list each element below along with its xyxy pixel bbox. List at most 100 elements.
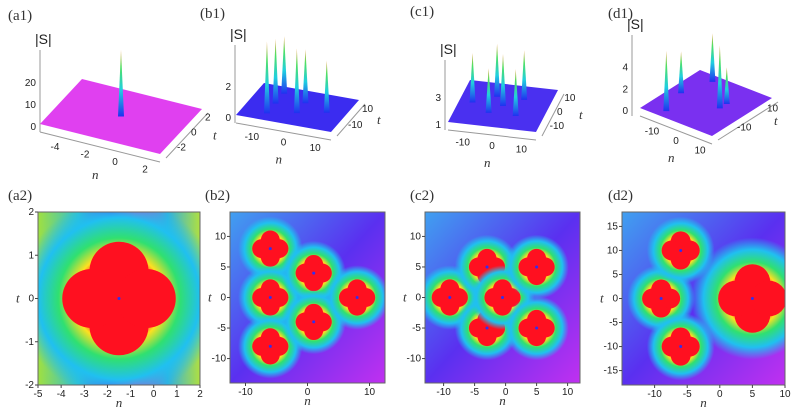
n-tick-label: 2 bbox=[142, 164, 148, 175]
lump-lobe bbox=[501, 288, 521, 307]
lump-center bbox=[268, 344, 272, 348]
z-axis-label: |S| bbox=[440, 41, 457, 57]
t-tick-label: -10 bbox=[604, 342, 619, 353]
lump-center bbox=[117, 297, 121, 300]
lump-lobe bbox=[269, 288, 289, 307]
lump-lobe bbox=[356, 288, 376, 307]
n-axis-label: n bbox=[499, 393, 506, 407]
n-axis-label: n bbox=[700, 395, 707, 407]
n-tick-label: 0 bbox=[112, 157, 118, 168]
panel-b2: (b2) -10 0 10 -10 -5 0 5 10 n t bbox=[205, 188, 386, 407]
panel-label: (b1) bbox=[200, 6, 225, 22]
n-axis-label: n bbox=[92, 167, 99, 182]
lump-center bbox=[679, 248, 683, 252]
lump-center bbox=[485, 326, 489, 330]
n-tick-label: 10 bbox=[562, 387, 574, 398]
lump-center bbox=[750, 297, 754, 300]
n-tick-label: 5 bbox=[534, 387, 540, 398]
surface-peak bbox=[323, 60, 330, 113]
t-tick-label: 0 bbox=[415, 293, 421, 304]
n-tick-label: -10 bbox=[245, 132, 260, 143]
surface-peak bbox=[281, 36, 288, 94]
lump-center bbox=[485, 265, 489, 269]
surface-peak bbox=[716, 45, 723, 109]
t-tick-label: -10 bbox=[407, 354, 422, 365]
n-tick-label: 0 bbox=[151, 389, 157, 400]
lump-lobe bbox=[338, 288, 358, 307]
t-tick-label: -10 bbox=[212, 354, 227, 365]
t-tick-label: 5 bbox=[612, 269, 618, 280]
lump-lobe bbox=[679, 336, 700, 357]
n-axis bbox=[235, 122, 332, 141]
n-tick-label: 0 bbox=[503, 387, 509, 398]
surface-peak bbox=[494, 43, 501, 97]
t-tick-label: 15 bbox=[607, 221, 619, 232]
t-tick-label: -1 bbox=[25, 337, 34, 348]
t-tick-label: -5 bbox=[412, 323, 421, 334]
lump-lobe bbox=[295, 263, 315, 283]
n-tick-label: -10 bbox=[436, 387, 451, 398]
surface-peak bbox=[263, 41, 270, 114]
n-tick-label: -2 bbox=[103, 389, 112, 400]
lump-center bbox=[535, 326, 539, 330]
lump-lobe bbox=[252, 336, 272, 356]
lump-lobe bbox=[269, 336, 289, 356]
t-axis-label: t bbox=[579, 107, 583, 122]
t-tick-label: 0 bbox=[191, 128, 197, 139]
density-plot bbox=[425, 212, 580, 383]
lump-lobe bbox=[295, 312, 315, 332]
surface-peak bbox=[293, 48, 300, 114]
t-tick-label: 0 bbox=[28, 294, 34, 305]
panel-label: (c2) bbox=[410, 188, 434, 204]
lump-lobe bbox=[679, 240, 700, 261]
t-tick-label: 5 bbox=[415, 262, 421, 273]
t-tick-label: 10 bbox=[767, 104, 779, 115]
t-axis bbox=[717, 101, 779, 141]
surface-peak bbox=[709, 33, 716, 82]
surface-peak bbox=[678, 51, 685, 94]
lump-lobe bbox=[252, 288, 272, 307]
n-tick-label: 0 bbox=[717, 389, 723, 400]
n-tick-label: -4 bbox=[57, 389, 66, 400]
surface-peak bbox=[663, 50, 670, 112]
surface-peak bbox=[521, 50, 528, 100]
t-axis-label: t bbox=[377, 112, 381, 127]
lump-lobe bbox=[661, 240, 682, 261]
lump-lobe bbox=[535, 257, 555, 277]
n-tick-label: 0 bbox=[281, 138, 287, 149]
panel-d1: (d1)|S| 0 2 4 -10 0 10 -10 10 n t bbox=[608, 6, 779, 165]
z-tick-label: 4 bbox=[622, 63, 628, 74]
t-axis bbox=[336, 103, 366, 137]
lump-lobe bbox=[468, 318, 488, 338]
lump-lobe bbox=[449, 288, 468, 307]
t-tick-label: -2 bbox=[25, 380, 34, 391]
t-axis bbox=[165, 112, 209, 159]
n-axis bbox=[639, 115, 713, 145]
t-tick-label: 2 bbox=[205, 113, 211, 124]
n-tick-label: 10 bbox=[310, 143, 322, 154]
lump-lobe bbox=[518, 257, 538, 277]
surface-plane bbox=[640, 70, 772, 136]
z-tick-label: 0 bbox=[622, 106, 628, 117]
lump-lobe bbox=[312, 263, 332, 283]
lump-center bbox=[312, 271, 316, 275]
z-tick-label: 10 bbox=[25, 100, 37, 111]
n-axis-label: n bbox=[276, 152, 283, 167]
t-axis-label: t bbox=[403, 290, 407, 305]
z-axis-label: |S| bbox=[627, 16, 644, 32]
surface-peak bbox=[723, 67, 730, 104]
z-tick-label: 20 bbox=[25, 78, 37, 89]
n-tick-label: -5 bbox=[470, 387, 479, 398]
t-tick-label: -5 bbox=[217, 323, 226, 334]
t-axis-label: t bbox=[16, 291, 20, 306]
panel-label: (b2) bbox=[205, 188, 230, 204]
n-tick-label: -10 bbox=[238, 387, 253, 398]
lump-lobe bbox=[269, 239, 289, 259]
z-tick-label: 2 bbox=[622, 84, 628, 95]
t-tick-label: 10 bbox=[564, 93, 576, 104]
density-plot bbox=[622, 212, 785, 385]
panels: (a1)|S|01020-4-202-202nt(b1)|S|02-10010-… bbox=[8, 4, 791, 407]
